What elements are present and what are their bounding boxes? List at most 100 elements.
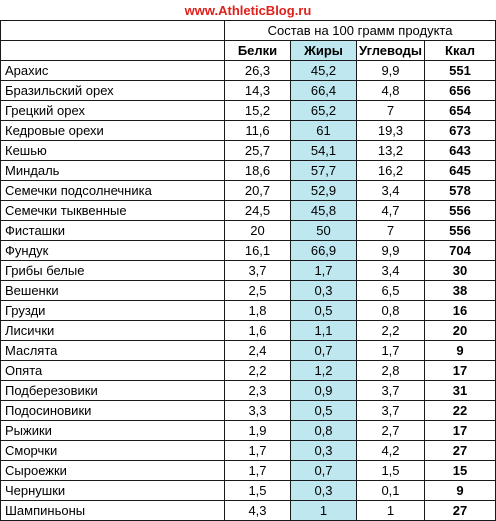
table-row: Вешенки 2,5 0,3 6,5 38: [0, 280, 496, 301]
carbs-cell: 4,7: [356, 200, 425, 221]
carbs-cell: 1,7: [356, 340, 425, 361]
protein-cell: 3,7: [224, 260, 291, 281]
table-row: Арахис 26,3 45,2 9,9 551: [0, 60, 496, 81]
table-row: Сморчки 1,7 0,3 4,2 27: [0, 440, 496, 461]
column-header-kcal: Ккал: [423, 40, 496, 61]
table-header: Состав на 100 грамм продукта Белки Жиры …: [0, 20, 496, 61]
protein-cell: 1,6: [224, 320, 291, 341]
fat-cell: 1,7: [290, 260, 357, 281]
protein-cell: 24,5: [224, 200, 291, 221]
table-row: Чернушки 1,5 0,3 0,1 9: [0, 480, 496, 501]
protein-cell: 1,8: [224, 300, 291, 321]
kcal-cell: 27: [423, 440, 496, 461]
kcal-cell: 22: [423, 400, 496, 421]
carbs-cell: 3,7: [356, 380, 425, 401]
protein-cell: 1,7: [224, 440, 291, 461]
carbs-cell: 1: [356, 500, 425, 521]
kcal-cell: 656: [423, 80, 496, 101]
product-name-cell: Опята: [0, 360, 225, 381]
table-row: Подосиновики 3,3 0,5 3,7 22: [0, 400, 496, 421]
group-header-row: Состав на 100 грамм продукта: [0, 20, 496, 41]
fat-cell: 0,9: [290, 380, 357, 401]
fat-cell: 1,2: [290, 360, 357, 381]
carbs-cell: 2,8: [356, 360, 425, 381]
product-name-cell: Подберезовики: [0, 380, 225, 401]
product-name-cell: Фундук: [0, 240, 225, 261]
fat-cell: 0,3: [290, 440, 357, 461]
kcal-cell: 643: [423, 140, 496, 161]
product-name-cell: Семечки подсолнечника: [0, 180, 225, 201]
column-header-row: Белки Жиры Углеводы Ккал: [0, 40, 496, 61]
column-header-fat: Жиры: [290, 40, 357, 61]
carbs-cell: 3,7: [356, 400, 425, 421]
product-name-cell: Миндаль: [0, 160, 225, 181]
protein-cell: 2,3: [224, 380, 291, 401]
table-row: Грибы белые 3,7 1,7 3,4 30: [0, 260, 496, 281]
fat-cell: 54,1: [290, 140, 357, 161]
product-name-cell: Сыроежки: [0, 460, 225, 481]
protein-cell: 2,2: [224, 360, 291, 381]
carbs-cell: 0,8: [356, 300, 425, 321]
site-title[interactable]: www.AthleticBlog.ru: [184, 3, 312, 18]
protein-cell: 18,6: [224, 160, 291, 181]
kcal-cell: 673: [423, 120, 496, 141]
table-row: Кедровые орехи 11,6 61 19,3 673: [0, 120, 496, 141]
kcal-cell: 9: [423, 480, 496, 501]
kcal-cell: 20: [423, 320, 496, 341]
table-row: Грузди 1,8 0,5 0,8 16: [0, 300, 496, 321]
table-row: Маслята 2,4 0,7 1,7 9: [0, 340, 496, 361]
kcal-cell: 16: [423, 300, 496, 321]
fat-cell: 61: [290, 120, 357, 141]
product-name-cell: Бразильский орех: [0, 80, 225, 101]
protein-cell: 14,3: [224, 80, 291, 101]
table-row: Подберезовики 2,3 0,9 3,7 31: [0, 380, 496, 401]
empty-header-cell: [0, 20, 225, 41]
kcal-cell: 645: [423, 160, 496, 181]
carbs-cell: 16,2: [356, 160, 425, 181]
kcal-cell: 31: [423, 380, 496, 401]
nutrition-table: Состав на 100 грамм продукта Белки Жиры …: [0, 20, 496, 521]
carbs-cell: 0,1: [356, 480, 425, 501]
carbs-cell: 6,5: [356, 280, 425, 301]
fat-cell: 1,1: [290, 320, 357, 341]
kcal-cell: 30: [423, 260, 496, 281]
table-row: Сыроежки 1,7 0,7 1,5 15: [0, 460, 496, 481]
product-name-cell: Арахис: [0, 60, 225, 81]
product-name-cell: Грецкий орех: [0, 100, 225, 121]
protein-cell: 15,2: [224, 100, 291, 121]
fat-cell: 50: [290, 220, 357, 241]
carbs-cell: 7: [356, 220, 425, 241]
product-name-cell: Лисички: [0, 320, 225, 341]
group-header: Состав на 100 грамм продукта: [223, 20, 496, 41]
protein-cell: 25,7: [224, 140, 291, 161]
table-row: Семечки тыквенные 24,5 45,8 4,7 556: [0, 200, 496, 221]
product-name-cell: Подосиновики: [0, 400, 225, 421]
product-name-cell: Шампиньоны: [0, 500, 225, 521]
product-name-cell: Маслята: [0, 340, 225, 361]
product-name-cell: Грибы белые: [0, 260, 225, 281]
table-body: Арахис 26,3 45,2 9,9 551 Бразильский орех 14,3…: [0, 60, 496, 521]
protein-cell: 20: [224, 220, 291, 241]
fat-cell: 0,8: [290, 420, 357, 441]
carbs-cell: 3,4: [356, 180, 425, 201]
table-row: Лисички 1,6 1,1 2,2 20: [0, 320, 496, 341]
protein-cell: 2,5: [224, 280, 291, 301]
protein-cell: 1,5: [224, 480, 291, 501]
carbs-cell: 2,2: [356, 320, 425, 341]
fat-cell: 57,7: [290, 160, 357, 181]
product-name-cell: Кешью: [0, 140, 225, 161]
fat-cell: 1: [290, 500, 357, 521]
kcal-cell: 17: [423, 420, 496, 441]
product-name-cell: Сморчки: [0, 440, 225, 461]
product-name-cell: Фисташки: [0, 220, 225, 241]
protein-cell: 16,1: [224, 240, 291, 261]
table-row: Фундук 16,1 66,9 9,9 704: [0, 240, 496, 261]
protein-cell: 3,3: [224, 400, 291, 421]
kcal-cell: 556: [423, 200, 496, 221]
product-name-cell: Кедровые орехи: [0, 120, 225, 141]
protein-cell: 2,4: [224, 340, 291, 361]
fat-cell: 45,8: [290, 200, 357, 221]
kcal-cell: 15: [423, 460, 496, 481]
column-header-carbs: Углеводы: [356, 40, 425, 61]
fat-cell: 0,7: [290, 460, 357, 481]
